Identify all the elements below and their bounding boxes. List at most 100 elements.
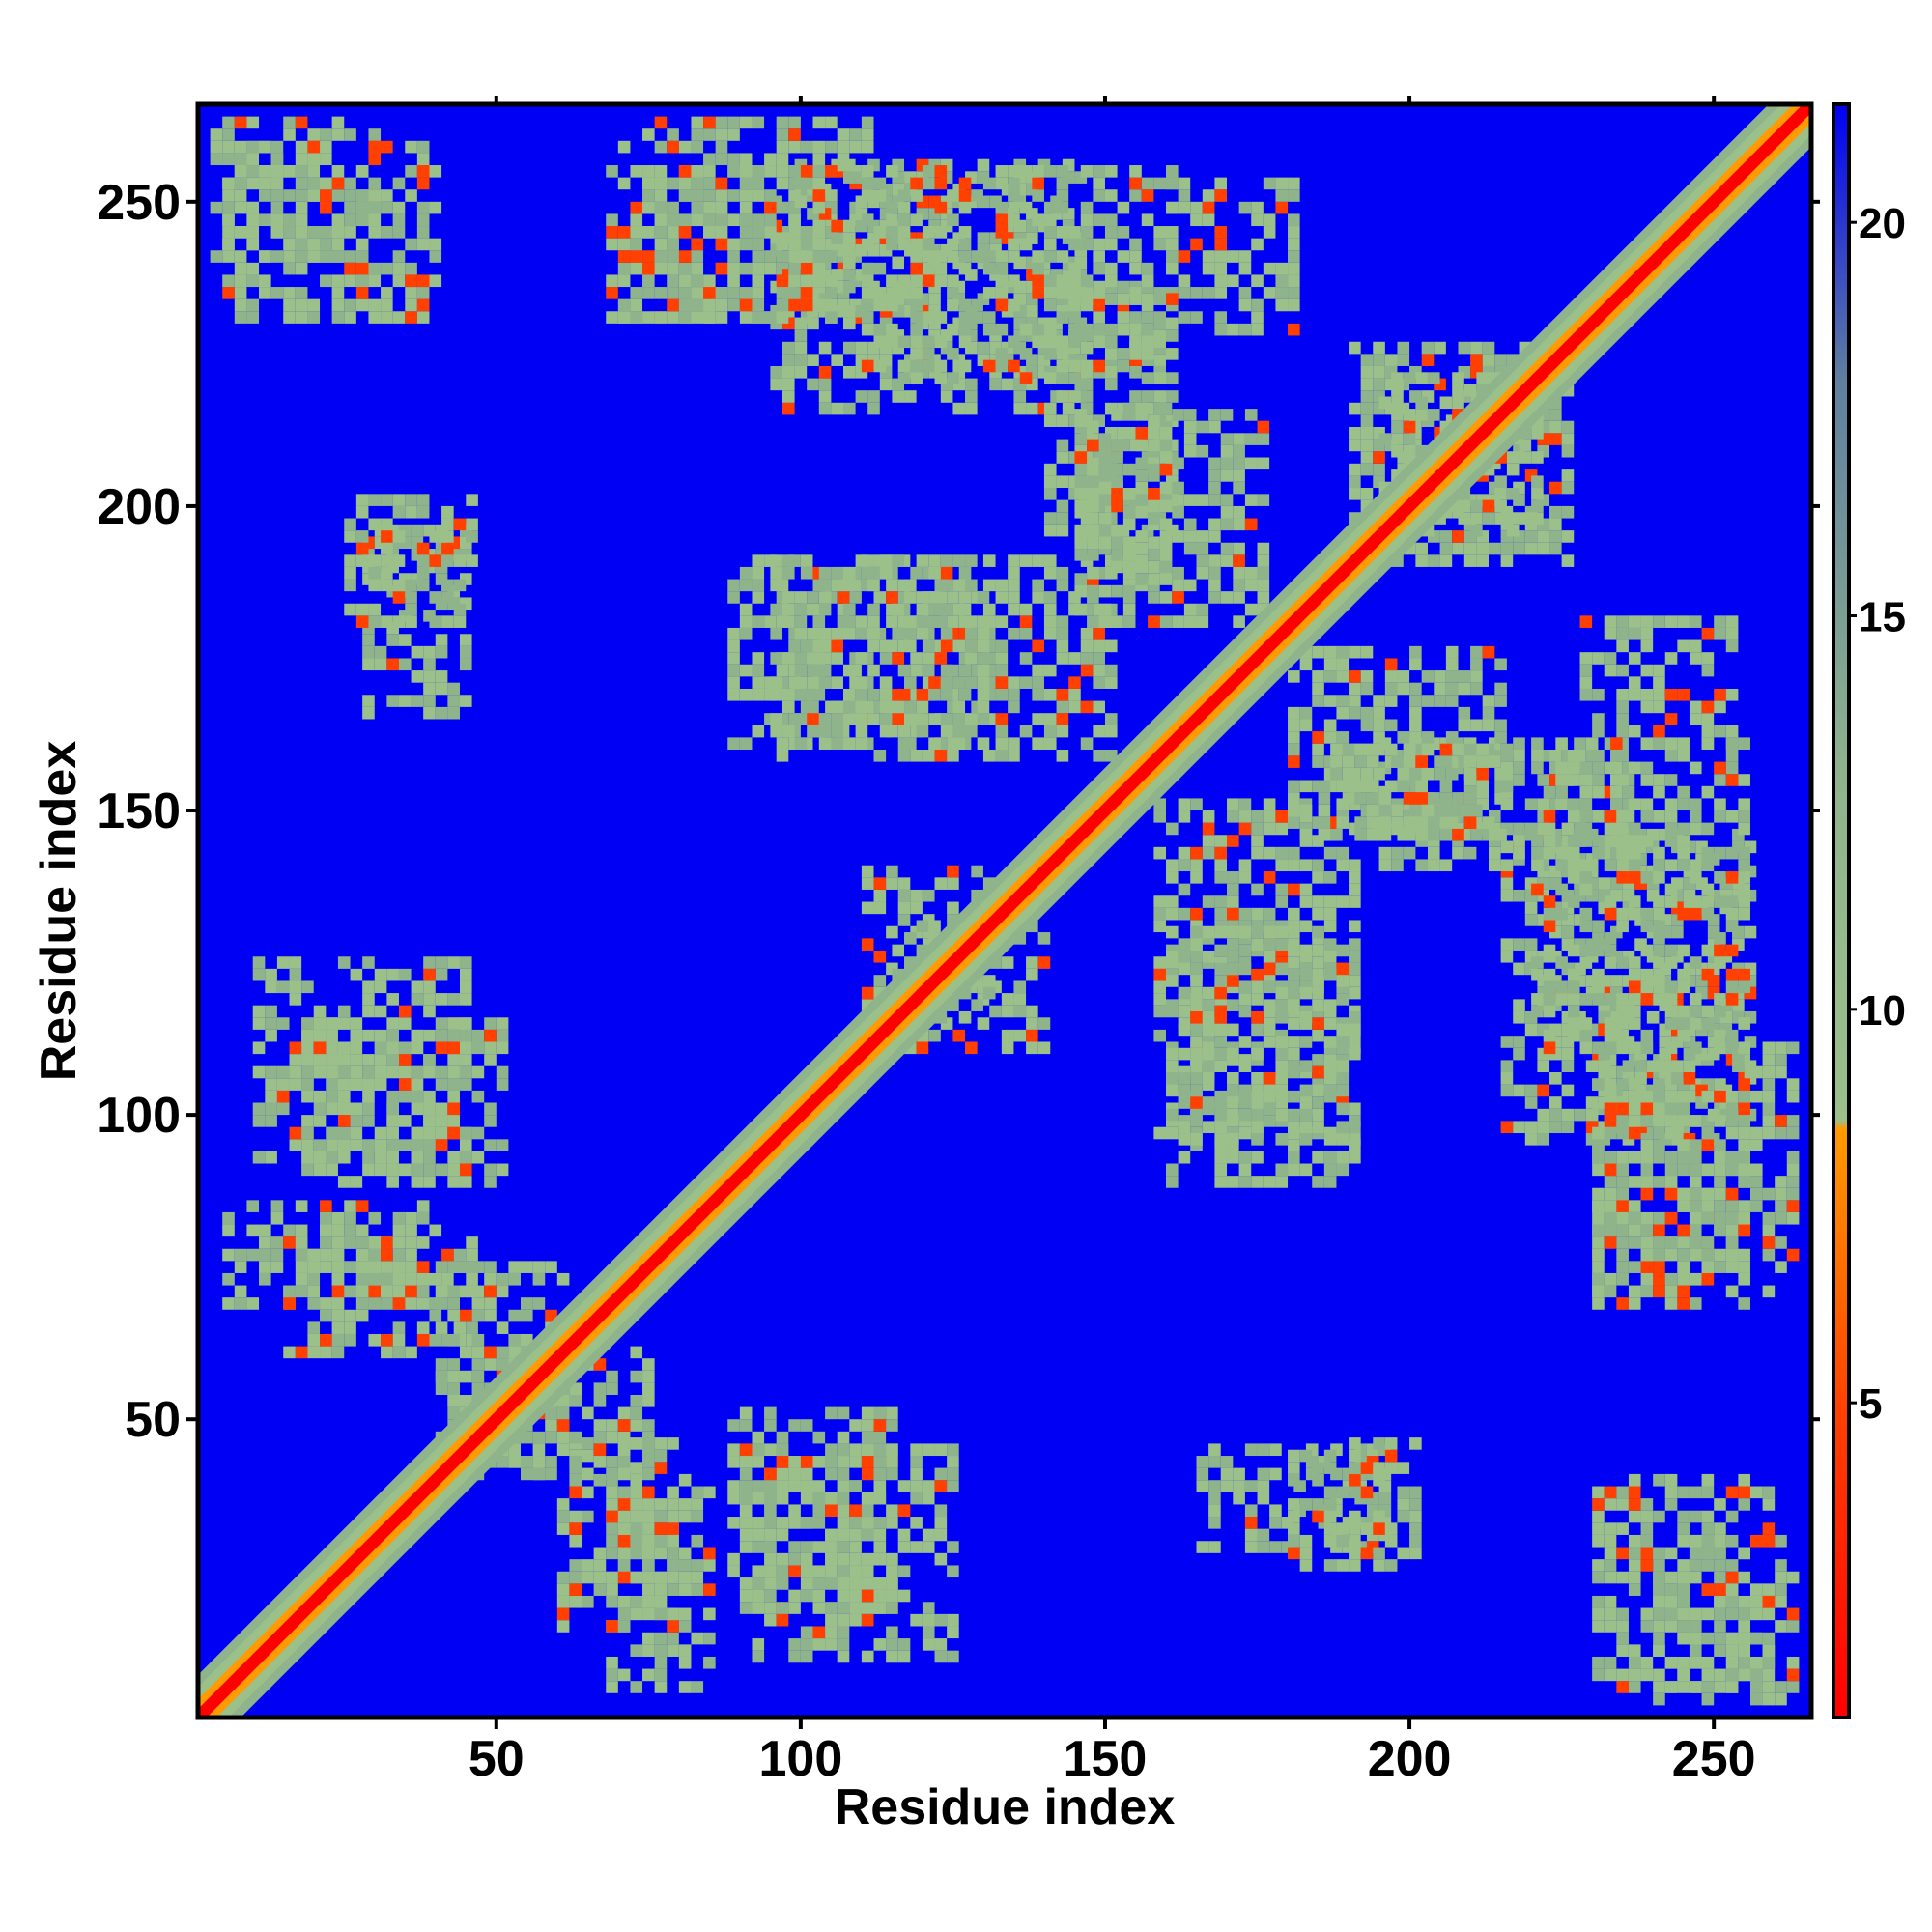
contact-cell bbox=[1098, 603, 1112, 616]
contact-cell bbox=[654, 1595, 668, 1608]
contact-cell bbox=[301, 1054, 314, 1066]
contact-cell bbox=[1349, 883, 1361, 896]
contact-cell bbox=[873, 1480, 887, 1492]
contact-cell bbox=[1220, 1480, 1234, 1492]
contact-cell bbox=[776, 664, 789, 677]
contact-cell bbox=[770, 566, 782, 580]
contact-cell bbox=[922, 238, 935, 251]
contact-cell bbox=[825, 1638, 838, 1651]
contact-cell bbox=[1238, 810, 1252, 823]
contact-cell bbox=[678, 140, 692, 154]
contact-cell bbox=[1366, 804, 1379, 817]
contact-cell bbox=[1775, 1211, 1787, 1225]
contact-cell bbox=[1409, 658, 1422, 671]
contact-cell bbox=[691, 311, 704, 324]
contact-cell bbox=[374, 1078, 387, 1091]
contact-cell bbox=[1019, 554, 1033, 567]
contact-cell bbox=[1190, 1133, 1203, 1146]
contact-cell bbox=[1166, 1072, 1179, 1085]
contact-cell bbox=[1214, 1151, 1228, 1164]
contact-cell bbox=[1775, 1065, 1787, 1079]
contact-cell bbox=[958, 238, 972, 251]
contact-cell bbox=[1664, 713, 1678, 725]
contact-cell bbox=[1153, 846, 1166, 860]
contact-cell bbox=[654, 1607, 668, 1621]
contact-cell bbox=[739, 1492, 753, 1505]
contact-cell bbox=[1689, 700, 1702, 714]
contact-cell bbox=[1190, 871, 1203, 884]
contact-cell bbox=[1026, 402, 1038, 415]
contact-cell bbox=[1153, 907, 1166, 921]
contact-cell bbox=[1251, 938, 1264, 951]
contact-cell bbox=[1323, 999, 1337, 1011]
contact-cell bbox=[1749, 1692, 1763, 1706]
contact-cell bbox=[1513, 761, 1525, 775]
contact-cell bbox=[727, 189, 740, 202]
contact-cell bbox=[1190, 287, 1203, 299]
contact-cell bbox=[1202, 1060, 1215, 1072]
contact-cell bbox=[411, 1102, 424, 1116]
contact-cell bbox=[764, 311, 777, 324]
contact-cell bbox=[715, 238, 728, 251]
contact-cell bbox=[1166, 250, 1179, 263]
contact-cell bbox=[1141, 335, 1154, 349]
contact-cell bbox=[1220, 1467, 1234, 1481]
contact-cell bbox=[405, 1211, 417, 1225]
contact-cell bbox=[739, 165, 753, 178]
contact-cell bbox=[1579, 956, 1593, 969]
contact-cell bbox=[995, 348, 1009, 360]
contact-cell bbox=[1043, 615, 1057, 628]
contact-cell bbox=[1434, 670, 1446, 683]
contact-cell bbox=[1592, 920, 1605, 933]
contact-cell bbox=[1628, 835, 1641, 847]
contact-cell bbox=[1117, 323, 1130, 336]
contact-cell bbox=[1689, 1644, 1702, 1657]
contact-cell bbox=[1178, 798, 1191, 811]
contact-cell bbox=[1135, 439, 1149, 452]
contact-cell bbox=[995, 287, 1009, 299]
contact-cell bbox=[1738, 1078, 1750, 1091]
contact-cell bbox=[752, 1528, 765, 1542]
contact-cell bbox=[1056, 390, 1069, 403]
contact-cell bbox=[301, 1115, 314, 1127]
contact-cell bbox=[1257, 1528, 1270, 1542]
contact-cell bbox=[947, 750, 959, 762]
contact-cell bbox=[739, 1504, 753, 1518]
contact-cell bbox=[654, 165, 668, 178]
contact-cell bbox=[337, 1176, 351, 1188]
contact-cell bbox=[606, 287, 618, 299]
contact-cell bbox=[1098, 463, 1112, 476]
contact-cell bbox=[1159, 536, 1173, 550]
contact-cell bbox=[350, 1041, 363, 1055]
contact-cell bbox=[678, 213, 692, 227]
contact-cell bbox=[947, 213, 959, 227]
contact-cell bbox=[1786, 1248, 1800, 1262]
contact-cell bbox=[1616, 1187, 1629, 1201]
contact-cell bbox=[1233, 579, 1245, 592]
contact-cell bbox=[678, 1620, 692, 1633]
contact-cell bbox=[1288, 719, 1300, 732]
contact-cell bbox=[459, 1029, 472, 1042]
contact-cell bbox=[1604, 1236, 1617, 1249]
contact-cell bbox=[1786, 1090, 1800, 1103]
contact-cell bbox=[1677, 968, 1690, 981]
contact-cell bbox=[897, 201, 911, 214]
contact-cell bbox=[861, 274, 874, 288]
contact-cell bbox=[1543, 907, 1556, 921]
contact-cell bbox=[1323, 1534, 1337, 1548]
contact-cell bbox=[1439, 792, 1453, 805]
contact-cell bbox=[861, 1456, 874, 1468]
contact-cell bbox=[940, 579, 953, 592]
contact-cell bbox=[423, 1054, 436, 1066]
contact-cell bbox=[1775, 1692, 1787, 1706]
contact-cell bbox=[800, 287, 813, 299]
contact-cell bbox=[715, 189, 728, 202]
contact-cell bbox=[1233, 457, 1245, 470]
contact-cell bbox=[886, 226, 898, 239]
contact-cell bbox=[1172, 591, 1184, 604]
contact-cell bbox=[362, 1029, 375, 1042]
contact-cell bbox=[977, 158, 990, 172]
contact-cell bbox=[1786, 1668, 1800, 1682]
contact-cell bbox=[392, 579, 406, 592]
contact-cell bbox=[313, 1115, 327, 1127]
